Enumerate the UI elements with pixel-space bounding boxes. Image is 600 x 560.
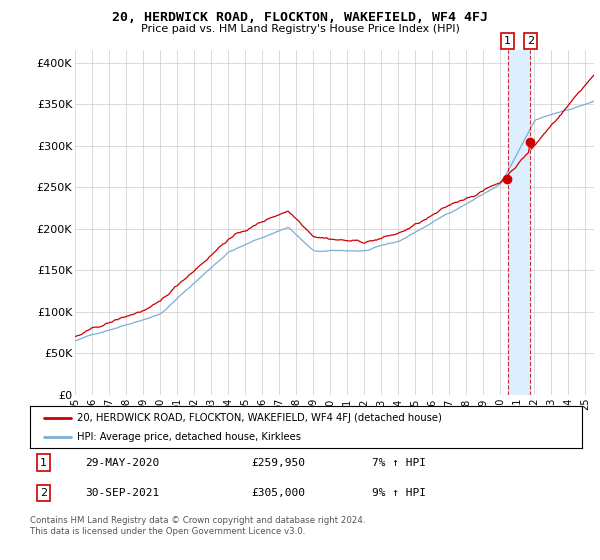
Text: 29-MAY-2020: 29-MAY-2020 <box>85 458 160 468</box>
Text: £305,000: £305,000 <box>251 488 305 498</box>
Text: £259,950: £259,950 <box>251 458 305 468</box>
Bar <box>508 50 530 395</box>
Text: Contains HM Land Registry data © Crown copyright and database right 2024.
This d: Contains HM Land Registry data © Crown c… <box>30 516 365 536</box>
Text: HPI: Average price, detached house, Kirklees: HPI: Average price, detached house, Kirk… <box>77 432 301 442</box>
Text: 7% ↑ HPI: 7% ↑ HPI <box>372 458 426 468</box>
Text: 1: 1 <box>40 458 47 468</box>
Text: 1: 1 <box>504 36 511 46</box>
Text: 9% ↑ HPI: 9% ↑ HPI <box>372 488 426 498</box>
Text: 20, HERDWICK ROAD, FLOCKTON, WAKEFIELD, WF4 4FJ (detached house): 20, HERDWICK ROAD, FLOCKTON, WAKEFIELD, … <box>77 413 442 423</box>
Text: 20, HERDWICK ROAD, FLOCKTON, WAKEFIELD, WF4 4FJ: 20, HERDWICK ROAD, FLOCKTON, WAKEFIELD, … <box>112 11 488 24</box>
Text: 30-SEP-2021: 30-SEP-2021 <box>85 488 160 498</box>
Text: 2: 2 <box>527 36 534 46</box>
Text: 2: 2 <box>40 488 47 498</box>
Text: Price paid vs. HM Land Registry's House Price Index (HPI): Price paid vs. HM Land Registry's House … <box>140 24 460 34</box>
